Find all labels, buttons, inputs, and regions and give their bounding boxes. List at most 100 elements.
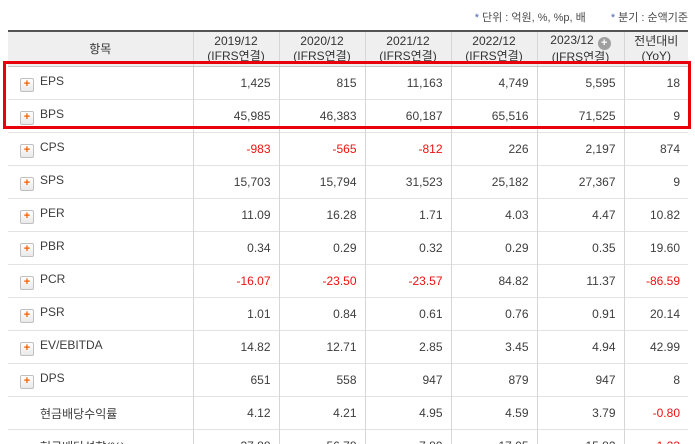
value-cell: 15,794: [278, 165, 365, 199]
value-cell: 0.29: [450, 231, 537, 265]
ifrs-label: (IFRS연결): [379, 49, 437, 63]
table-row: 현금배당수익률 4.12 4.21 4.95 4.59 3.79 -0.80: [8, 396, 688, 430]
value-cell: 11.09: [192, 198, 279, 232]
value-cell: 815: [278, 66, 365, 100]
value-cell: 60,187: [364, 99, 451, 133]
value-cell: 4.47: [536, 198, 624, 232]
value-cell: 0.91: [536, 297, 624, 331]
expand-icon[interactable]: +: [20, 243, 34, 257]
value-cell: 42.99: [623, 330, 688, 364]
expand-icon[interactable]: +: [20, 276, 34, 290]
unit-note-star: *: [474, 12, 479, 24]
expand-icon[interactable]: +: [20, 210, 34, 224]
value-cell: 874: [623, 132, 688, 166]
year-column-header: 2021/12 (IFRS연결): [364, 31, 451, 67]
value-cell: 0.76: [450, 297, 537, 331]
row-label-cell: + PSR: [8, 297, 193, 331]
value-cell: -812: [364, 132, 451, 166]
value-cell: 65,516: [450, 99, 537, 133]
expand-icon[interactable]: +: [20, 342, 34, 356]
year-header-line1: 2019/12: [194, 34, 279, 49]
expand-icon[interactable]: +: [20, 375, 34, 389]
expand-icon[interactable]: +: [20, 309, 34, 323]
value-cell: 12.71: [278, 330, 365, 364]
expand-icon[interactable]: +: [20, 78, 34, 92]
expand-icon[interactable]: +: [20, 111, 34, 125]
table-row: 현금배당성향(%) 37.8856.787.8917.0515.82-1.23: [8, 429, 688, 444]
value-cell: 947: [536, 363, 624, 397]
value-cell: -16.07: [192, 264, 279, 298]
value-cell: -0.80: [623, 396, 688, 430]
value-cell: 18: [623, 66, 688, 100]
table-row: + PCR -16.07 -23.50 -23.57 84.82 11.37 -86.59: [8, 264, 688, 298]
row-label-cell: + EV/EBITDA: [8, 330, 193, 364]
value-cell: 46,383: [278, 99, 365, 133]
year-column-header: 2023/12 + (IFRS연결): [536, 31, 624, 67]
yoy-column-header: 전년대비 (YoY): [623, 31, 688, 67]
year-label: 2021/12: [386, 34, 430, 48]
row-label-cell: + EPS: [8, 66, 193, 100]
value-cell: 20.14: [623, 297, 688, 331]
value-cell: 0.34: [192, 231, 279, 265]
value-cell: 9: [623, 165, 688, 199]
value-cell: 4,749: [450, 66, 537, 100]
ifrs-label: (IFRS연결): [465, 49, 523, 63]
ifrs-label: (IFRS연결): [551, 50, 610, 64]
row-label: 현금배당수익률: [40, 406, 118, 421]
year-label: 2022/12: [472, 34, 516, 48]
row-label: PER: [40, 206, 65, 220]
value-cell: 1,425: [192, 66, 279, 100]
row-label: DPS: [40, 371, 65, 385]
row-label-cell: 현금배당성향(%): [8, 429, 193, 444]
value-cell: 19.60: [623, 231, 688, 265]
yoy-header-line1: 전년대비: [634, 34, 679, 48]
year-column-header: 2019/12 (IFRS연결): [192, 31, 279, 67]
table-row: + BPS 45,985 46,383 60,187 65,516 71,525 9: [8, 99, 688, 133]
table-row: + SPS 15,703 15,794 31,523 25,182 27,367 9: [8, 165, 688, 199]
value-cell: 4.59: [450, 396, 537, 430]
value-cell: 2,197: [536, 132, 624, 166]
value-cell: 4.03: [450, 198, 537, 232]
value-cell: 3.79: [536, 396, 624, 430]
value-cell: 0.61: [364, 297, 451, 331]
value-cell: -86.59: [623, 264, 688, 298]
header-row: 항목 2019/12 (IFRS연결) 2020/12 (IFRS연결) 202…: [8, 31, 688, 67]
year-header-line1: 2020/12: [280, 34, 365, 49]
row-label-cell: + CPS: [8, 132, 193, 166]
item-column-header: 항목: [8, 31, 193, 67]
add-circle-icon[interactable]: +: [597, 37, 611, 50]
year-header-line1: 2021/12: [366, 34, 451, 49]
value-cell: 0.29: [278, 231, 365, 265]
table-row: + EPS 1,425 815 11,163 4,749 5,595 18: [8, 66, 688, 100]
expand-icon[interactable]: +: [20, 177, 34, 191]
basis-note-text: 분기 : 순액기준: [618, 12, 688, 24]
year-header-line1: 2023/12 +: [538, 33, 624, 50]
expand-icon[interactable]: +: [20, 144, 34, 158]
value-cell: -1.23: [623, 429, 688, 444]
row-label: 현금배당성향(%): [40, 440, 125, 444]
row-label-cell: + PBR: [8, 231, 193, 265]
value-cell: -23.50: [278, 264, 365, 298]
financial-ratio-table: 항목 2019/12 (IFRS연결) 2020/12 (IFRS연결) 202…: [8, 30, 688, 444]
row-label: PSR: [40, 305, 65, 319]
table-notes: * 단위 : 억원, %, %p, 배 * 분기 : 순액기준: [475, 9, 688, 25]
row-label: BPS: [40, 107, 65, 121]
table-row: + EV/EBITDA 14.82 12.71 2.85 3.45 4.94 42.99: [8, 330, 688, 364]
value-cell: 2.85: [364, 330, 451, 364]
value-cell: 11.37: [536, 264, 624, 298]
unit-note-text: 단위 : 억원, %, %p, 배: [481, 12, 586, 24]
row-label: PBR: [40, 239, 65, 253]
row-label: CPS: [40, 140, 65, 154]
value-cell: 4.12: [192, 396, 279, 430]
value-cell: 0.84: [278, 297, 365, 331]
value-cell: 17.05: [450, 429, 537, 444]
ifrs-label: (IFRS연결): [293, 49, 351, 63]
value-cell: 0.32: [364, 231, 451, 265]
row-label-cell: 현금배당수익률: [8, 396, 193, 430]
table-row: + CPS -983 -565 -812 226 2,197 874: [8, 132, 688, 166]
value-cell: 879: [450, 363, 537, 397]
value-cell: 8: [623, 363, 688, 397]
year-label: 2020/12: [300, 34, 344, 48]
row-label-cell: + BPS: [8, 99, 193, 133]
value-cell: 5,595: [536, 66, 624, 100]
